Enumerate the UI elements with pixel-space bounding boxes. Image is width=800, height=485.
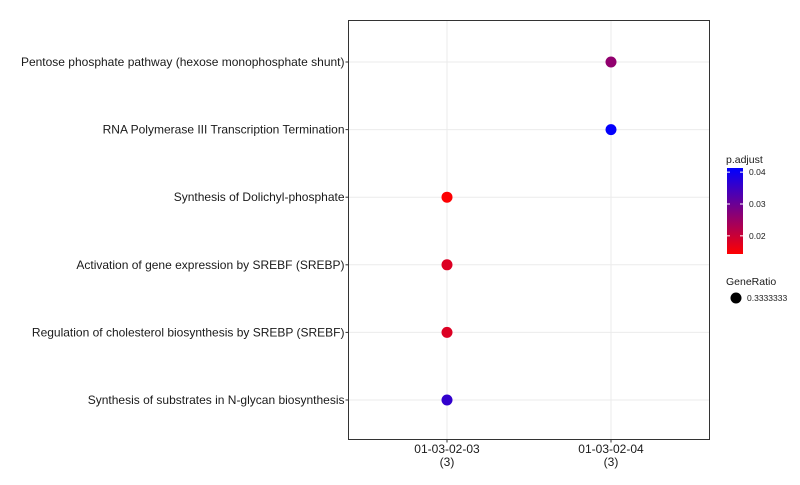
data-point — [441, 326, 453, 338]
plot-panel-border — [348, 20, 710, 440]
x-tick-label: 01-03-02-03 — [414, 442, 480, 456]
data-point — [441, 191, 453, 203]
x-tick-label: 01-03-02-04 — [578, 442, 644, 456]
y-tick-label: Pentose phosphate pathway (hexose monoph… — [21, 55, 345, 69]
x-tick-count-label: (3) — [604, 455, 619, 469]
data-point — [441, 259, 453, 271]
y-tick-label: Regulation of cholesterol biosynthesis b… — [32, 325, 345, 339]
y-tick-label: RNA Polymerase III Transcription Termina… — [103, 123, 345, 137]
colorbar-tick-label: 0.02 — [749, 231, 766, 241]
data-point — [605, 56, 617, 68]
gene-ratio-legend-key — [730, 292, 742, 304]
data-point — [441, 394, 453, 406]
x-tick-count-label: (3) — [440, 455, 455, 469]
y-tick-label: Activation of gene expression by SREBF (… — [76, 258, 344, 272]
y-tick-label: Synthesis of Dolichyl-phosphate — [174, 190, 345, 204]
p-adjust-legend-title: p.adjust — [726, 154, 763, 166]
data-point — [605, 124, 617, 136]
plot-panel-background — [348, 20, 710, 440]
grid-lines — [348, 20, 710, 440]
gene-ratio-legend-title: GeneRatio — [726, 276, 776, 288]
gene-ratio-legend: GeneRatio 0.3333333 — [726, 276, 787, 304]
colorbar-tick-label: 0.03 — [749, 199, 766, 209]
p-adjust-colorbar — [727, 168, 743, 254]
p-adjust-legend: p.adjust 0.02 0.03 0.04 — [726, 154, 766, 254]
y-axis: Pentose phosphate pathway (hexose monoph… — [21, 55, 349, 407]
x-axis: 01-03-02-03(3)01-03-02-04(3) — [414, 439, 644, 469]
colorbar-tick-label: 0.04 — [749, 167, 766, 177]
y-tick-label: Synthesis of substrates in N-glycan bios… — [88, 393, 345, 407]
data-points — [441, 56, 617, 406]
gene-ratio-legend-label: 0.3333333 — [747, 293, 787, 303]
